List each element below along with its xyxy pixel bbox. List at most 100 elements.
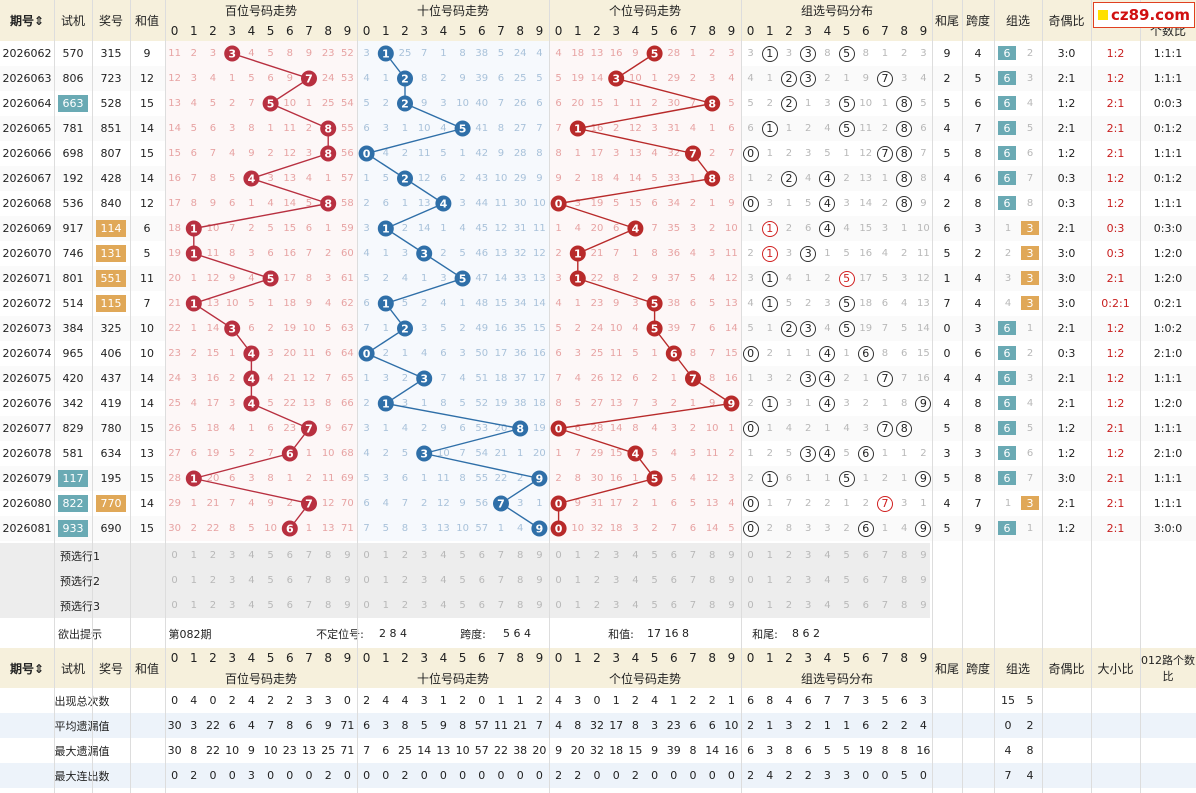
preselect-digit[interactable]: 2	[401, 600, 409, 611]
preselect-digit[interactable]: 1	[190, 550, 197, 561]
preselect-digit[interactable]: 7	[689, 600, 697, 611]
preselect-digit[interactable]: 7	[305, 575, 313, 586]
preselect-digit[interactable]: 7	[497, 600, 505, 611]
preselect-digit[interactable]: 0	[171, 600, 178, 611]
preselect-digit[interactable]: 2	[593, 575, 601, 586]
preselect-digit[interactable]: 6	[478, 600, 485, 611]
preselect-digit[interactable]: 2	[785, 550, 793, 561]
preselect-digit[interactable]: 8	[709, 550, 716, 561]
preselect-digit[interactable]: 5	[459, 600, 466, 611]
preselect-digit[interactable]: 3	[229, 600, 236, 611]
preselect-digit[interactable]: 2	[209, 550, 217, 561]
preselect-digit[interactable]: 7	[881, 575, 889, 586]
preselect-digit[interactable]: 9	[920, 575, 927, 586]
preselect-digit[interactable]: 8	[709, 575, 716, 586]
preselect-digit[interactable]: 7	[881, 550, 889, 561]
preselect-digit[interactable]: 6	[862, 600, 869, 611]
preselect-digit[interactable]: 2	[209, 575, 217, 586]
preselect-digit[interactable]: 8	[901, 550, 908, 561]
preselect-digit[interactable]: 5	[651, 600, 658, 611]
preselect-digit[interactable]: 2	[401, 575, 409, 586]
preselect-digit[interactable]: 4	[440, 600, 447, 611]
preselect-digit[interactable]: 5	[843, 600, 850, 611]
preselect-digit[interactable]: 7	[689, 575, 697, 586]
preselect-digit[interactable]: 8	[325, 600, 332, 611]
preselect-digit[interactable]: 2	[593, 600, 601, 611]
preselect-digit[interactable]: 4	[824, 550, 831, 561]
preselect-digit[interactable]: 3	[421, 550, 428, 561]
preselect-digit[interactable]: 4	[248, 600, 255, 611]
preselect-digit[interactable]: 9	[536, 600, 543, 611]
preselect-digit[interactable]: 5	[651, 550, 658, 561]
preselect-digit[interactable]: 0	[555, 550, 562, 561]
preselect-digit[interactable]: 4	[632, 575, 639, 586]
preselect-digit[interactable]: 4	[632, 600, 639, 611]
preselect-digit[interactable]: 1	[574, 575, 581, 586]
preselect-digit[interactable]: 1	[574, 600, 581, 611]
preselect-digit[interactable]: 0	[747, 550, 754, 561]
preselect-digit[interactable]: 7	[689, 550, 697, 561]
preselect-digit[interactable]: 9	[920, 550, 927, 561]
preselect-digit[interactable]: 5	[843, 550, 850, 561]
preselect-digit[interactable]: 5	[651, 575, 658, 586]
preselect-digit[interactable]: 9	[344, 600, 351, 611]
preselect-digit[interactable]: 6	[670, 575, 677, 586]
preselect-digit[interactable]: 1	[766, 550, 773, 561]
preselect-digit[interactable]: 2	[785, 575, 793, 586]
preselect-digit[interactable]: 8	[325, 550, 332, 561]
preselect-digit[interactable]: 1	[766, 600, 773, 611]
preselect-digit[interactable]: 0	[363, 600, 370, 611]
preselect-digit[interactable]: 0	[171, 575, 178, 586]
preselect-digit[interactable]: 3	[421, 600, 428, 611]
preselect-digit[interactable]: 6	[862, 575, 869, 586]
preselect-digit[interactable]: 3	[805, 575, 812, 586]
preselect-digit[interactable]: 2	[209, 600, 217, 611]
preselect-digit[interactable]: 0	[171, 550, 178, 561]
preselect-digit[interactable]: 6	[286, 575, 293, 586]
preselect-digit[interactable]: 1	[190, 575, 197, 586]
preselect-digit[interactable]: 5	[843, 575, 850, 586]
preselect-digit[interactable]: 6	[670, 600, 677, 611]
preselect-digit[interactable]: 2	[785, 600, 793, 611]
preselect-digit[interactable]: 3	[805, 600, 812, 611]
preselect-digit[interactable]: 7	[497, 575, 505, 586]
preselect-digit[interactable]: 5	[459, 575, 466, 586]
preselect-digit[interactable]: 3	[613, 575, 620, 586]
bottom-issue-header[interactable]: 期号⇕	[0, 648, 54, 688]
preselect-digit[interactable]: 4	[632, 550, 639, 561]
preselect-digit[interactable]: 3	[613, 550, 620, 561]
preselect-digit[interactable]: 6	[862, 550, 869, 561]
preselect-digit[interactable]: 2	[593, 550, 601, 561]
preselect-digit[interactable]: 4	[824, 575, 831, 586]
preselect-digit[interactable]: 0	[363, 575, 370, 586]
preselect-digit[interactable]: 4	[440, 575, 447, 586]
site-logo[interactable]: cz89.com	[1093, 2, 1195, 28]
preselect-digit[interactable]: 9	[920, 600, 927, 611]
preselect-digit[interactable]: 5	[267, 600, 274, 611]
preselect-digit[interactable]: 6	[286, 600, 293, 611]
preselect-digit[interactable]: 9	[536, 550, 543, 561]
preselect-digit[interactable]: 5	[267, 575, 274, 586]
preselect-digit[interactable]: 8	[517, 550, 524, 561]
preselect-digit[interactable]: 0	[555, 600, 562, 611]
preselect-digit[interactable]: 6	[286, 550, 293, 561]
preselect-digit[interactable]: 8	[709, 600, 716, 611]
preselect-digit[interactable]: 4	[248, 550, 255, 561]
preselect-digit[interactable]: 7	[881, 600, 889, 611]
preselect-digit[interactable]: 5	[459, 550, 466, 561]
preselect-digit[interactable]: 3	[229, 575, 236, 586]
preselect-digit[interactable]: 9	[728, 575, 735, 586]
preselect-digit[interactable]: 1	[382, 575, 389, 586]
preselect-digit[interactable]: 9	[536, 575, 543, 586]
preselect-digit[interactable]: 2	[401, 550, 409, 561]
preselect-digit[interactable]: 8	[517, 600, 524, 611]
preselect-digit[interactable]: 8	[901, 600, 908, 611]
preselect-digit[interactable]: 1	[190, 600, 197, 611]
preselect-digit[interactable]: 5	[267, 550, 274, 561]
preselect-digit[interactable]: 0	[747, 600, 754, 611]
preselect-digit[interactable]: 1	[766, 575, 773, 586]
preselect-digit[interactable]: 6	[478, 550, 485, 561]
preselect-digit[interactable]: 4	[248, 575, 255, 586]
preselect-digit[interactable]: 0	[555, 575, 562, 586]
preselect-digit[interactable]: 3	[229, 550, 236, 561]
